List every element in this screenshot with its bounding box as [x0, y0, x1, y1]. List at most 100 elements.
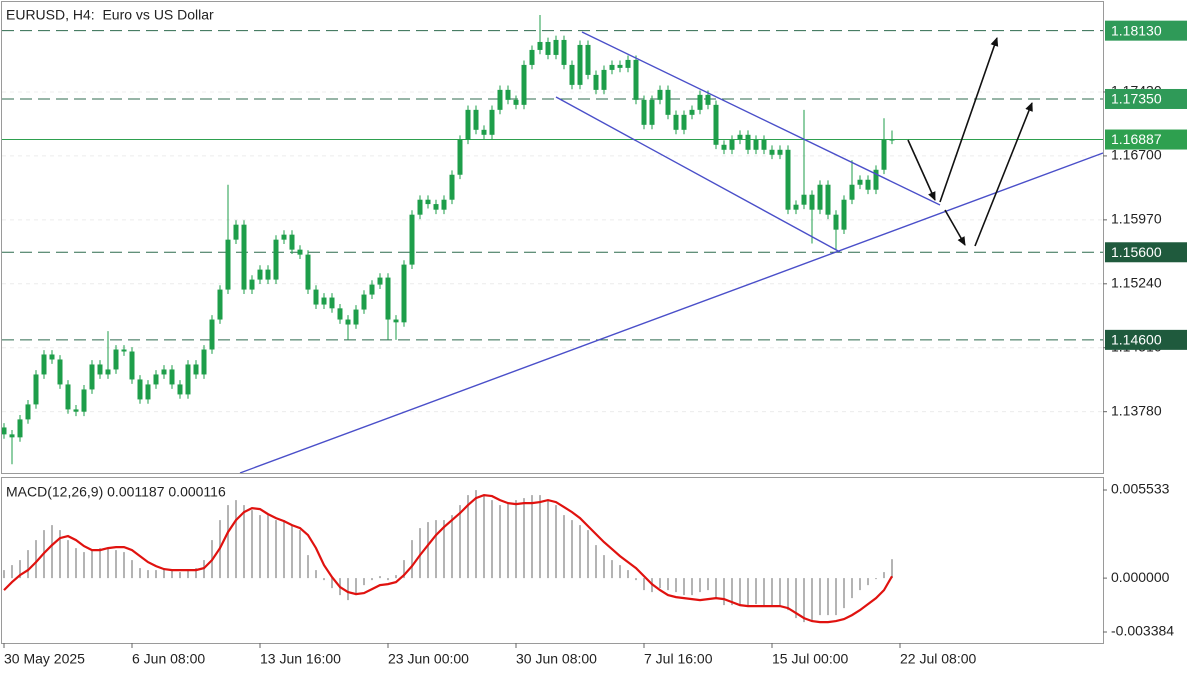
candle-body [833, 214, 839, 230]
candle-body [809, 194, 815, 210]
candle-body [641, 99, 647, 125]
candle-body [737, 134, 743, 140]
price-level-label: 1.14600 [1111, 332, 1162, 348]
candle-body [729, 139, 735, 150]
candle-body [377, 277, 383, 285]
candle-body [553, 39, 559, 55]
candle-body [497, 89, 503, 110]
level-layer [2, 30, 1103, 341]
candle-body [689, 109, 695, 115]
candle-body [801, 194, 807, 205]
candle-body [177, 384, 183, 395]
candle-body [113, 349, 119, 370]
candle-body [609, 64, 615, 70]
candle-body [137, 379, 143, 400]
candle-body [257, 269, 263, 280]
candle-body [673, 114, 679, 130]
candle-body [241, 224, 247, 290]
candle-body [569, 64, 575, 85]
candle-body [425, 199, 431, 205]
annotations [239, 31, 1104, 474]
candle-body [105, 369, 111, 375]
candle-body [889, 139, 895, 141]
candle-body [89, 364, 95, 390]
candle-body [705, 94, 711, 105]
candle-body [33, 374, 39, 405]
candle-body [657, 89, 663, 100]
candle-body [537, 41, 543, 50]
candle-body [825, 184, 831, 215]
candle-body [489, 109, 495, 135]
candle-body [97, 364, 103, 375]
y-tick-label: 1.13780 [1111, 402, 1162, 418]
mark-layer [1, 14, 895, 624]
candle-body [353, 309, 359, 325]
candle-body [465, 109, 471, 140]
candle-body [649, 99, 655, 125]
candle-body [329, 297, 335, 309]
candle-body [593, 74, 599, 90]
candle-body [161, 369, 167, 375]
candle-body [865, 179, 871, 190]
x-tick-label: 6 Jun 08:00 [132, 651, 205, 667]
price-level-box [1105, 329, 1187, 350]
candle-body [145, 384, 151, 400]
candle-body [409, 214, 415, 265]
candle-body [369, 284, 375, 295]
price-level-box [1105, 129, 1187, 150]
candle-body [385, 277, 391, 320]
candle-body [337, 308, 343, 320]
candle-body [473, 109, 479, 130]
candle-body [625, 59, 631, 68]
macd-panel-frame [1, 477, 1104, 644]
price-level-box [1105, 88, 1187, 109]
candle-body [753, 139, 759, 150]
x-tick-label: 7 Jul 16:00 [644, 651, 713, 667]
candle-body [417, 199, 423, 215]
candle-body [41, 354, 47, 375]
candle-body [305, 254, 311, 290]
candle-body [265, 269, 271, 280]
candle-body [785, 149, 791, 210]
candle-body [185, 364, 191, 395]
candle-body [817, 184, 823, 210]
x-tick-label: 13 Jun 16:00 [260, 651, 341, 667]
candle-body [513, 99, 519, 105]
candle-body [481, 129, 487, 135]
candle-body [65, 384, 71, 410]
x-tick-label: 23 Jun 00:00 [388, 651, 469, 667]
candle-body [313, 289, 319, 305]
candle-body [121, 349, 127, 352]
candle-body [577, 44, 583, 85]
candle-body [217, 289, 223, 320]
price-level-label: 1.16887 [1111, 131, 1162, 147]
candle-body [585, 44, 591, 75]
candle-body [857, 179, 863, 185]
candle-body [793, 204, 799, 210]
candle-body [545, 41, 551, 55]
candle-body [721, 144, 727, 150]
x-tick-label: 22 Jul 08:00 [900, 651, 976, 667]
candle-body [633, 59, 639, 100]
y-tick-label: 1.15970 [1111, 211, 1162, 227]
candle-body [209, 319, 215, 350]
candle-body [433, 204, 439, 210]
y-tick-label: 0.005533 [1111, 481, 1170, 497]
candle-body [169, 369, 175, 385]
candle-body [281, 234, 287, 240]
price-level-box [1105, 20, 1187, 41]
candle-body [1, 427, 7, 435]
candle-body [153, 374, 159, 385]
price-level-box [1105, 242, 1187, 263]
x-tick-label: 30 Jun 08:00 [516, 651, 597, 667]
candle-body [521, 64, 527, 105]
candle-body [225, 239, 231, 290]
price-level-label: 1.18130 [1111, 22, 1162, 38]
chart-title: EURUSD, H4: Euro vs US Dollar [6, 7, 214, 23]
candle-body [129, 351, 135, 380]
candle-body [873, 169, 879, 190]
candle-body [601, 69, 607, 90]
price-panel-frame [1, 1, 1104, 474]
